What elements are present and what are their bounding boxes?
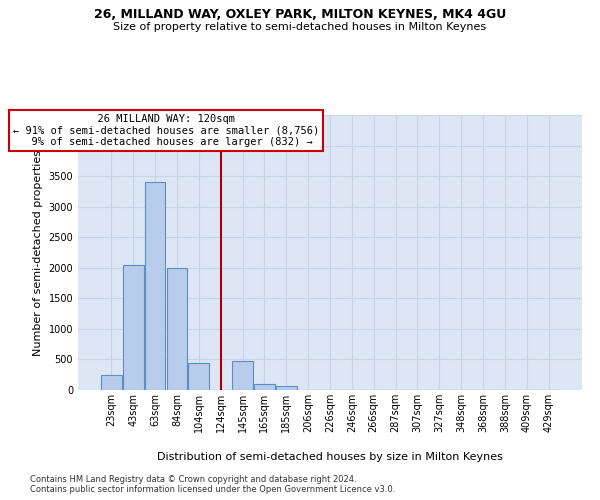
Text: 26, MILLAND WAY, OXLEY PARK, MILTON KEYNES, MK4 4GU: 26, MILLAND WAY, OXLEY PARK, MILTON KEYN… [94, 8, 506, 20]
Bar [101, 374, 122, 390]
Y-axis label: Number of semi-detached properties: Number of semi-detached properties [33, 150, 43, 356]
Bar [145, 182, 166, 390]
Text: Contains public sector information licensed under the Open Government Licence v3: Contains public sector information licen… [30, 485, 395, 494]
Text: Contains HM Land Registry data © Crown copyright and database right 2024.: Contains HM Land Registry data © Crown c… [30, 475, 356, 484]
Bar [123, 264, 143, 390]
Bar [167, 268, 187, 390]
Bar [188, 362, 209, 390]
Text: 26 MILLAND WAY: 120sqm  
← 91% of semi-detached houses are smaller (8,756)
  9% : 26 MILLAND WAY: 120sqm ← 91% of semi-det… [13, 114, 319, 147]
Text: Distribution of semi-detached houses by size in Milton Keynes: Distribution of semi-detached houses by … [157, 452, 503, 462]
Text: Size of property relative to semi-detached houses in Milton Keynes: Size of property relative to semi-detach… [113, 22, 487, 32]
Bar [254, 384, 275, 390]
Bar [232, 360, 253, 390]
Bar [276, 386, 296, 390]
